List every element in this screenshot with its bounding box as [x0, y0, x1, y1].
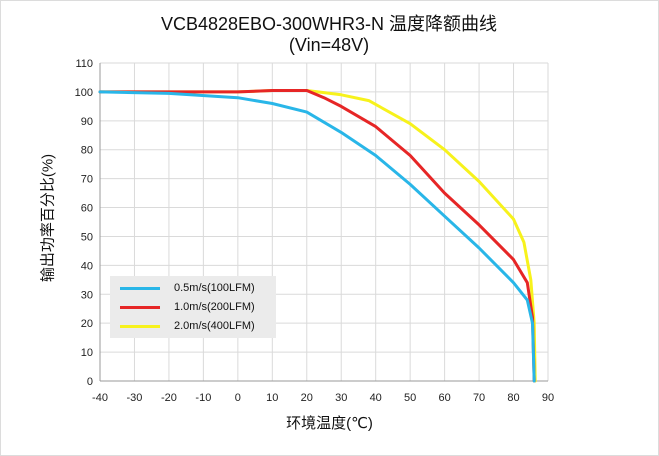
y-tick-label: 100	[75, 87, 93, 99]
legend: 0.5m/s(100LFM) 1.0m/s(200LFM) 2.0m/s(400…	[110, 276, 276, 338]
x-tick-label: 10	[266, 392, 278, 404]
chart-subtitle: (Vin=48V)	[288, 35, 370, 55]
x-tick-label: 20	[301, 392, 313, 404]
y-tick-label: 40	[81, 260, 93, 272]
legend-item-0: 0.5m/s(100LFM)	[120, 279, 274, 297]
legend-item-1: 1.0m/s(200LFM)	[120, 298, 274, 316]
y-tick-label: 80	[81, 145, 93, 157]
legend-swatch-1	[120, 305, 160, 309]
x-tick-label: 0	[235, 392, 241, 404]
x-tick-label: 40	[370, 392, 382, 404]
legend-item-2: 2.0m/s(400LFM)	[120, 317, 274, 335]
legend-label-1: 1.0m/s(200LFM)	[174, 301, 255, 313]
x-tick-label: -10	[195, 392, 211, 404]
x-axis-label: 环境温度(℃)	[286, 415, 373, 432]
x-tick-label: 30	[335, 392, 347, 404]
y-tick-label: 50	[81, 231, 93, 243]
x-tick-label: 70	[473, 392, 485, 404]
x-tick-label: 60	[438, 392, 450, 404]
y-tick-label: 30	[81, 289, 93, 301]
x-tick-label: -30	[127, 392, 143, 404]
chart-title: VCB4828EBO-300WHR3-N 温度降额曲线	[160, 14, 498, 34]
y-tick-label: 10	[81, 347, 93, 359]
legend-label-0: 0.5m/s(100LFM)	[174, 282, 255, 294]
legend-swatch-2	[120, 324, 160, 328]
y-tick-label: 20	[81, 318, 93, 330]
legend-swatch-0	[120, 286, 160, 290]
x-tick-label: -20	[161, 392, 177, 404]
series-line-1	[98, 89, 536, 383]
y-tick-label: 0	[87, 376, 93, 388]
x-tick-label: 80	[507, 392, 519, 404]
x-tick-label: 90	[542, 392, 554, 404]
x-tick-label: 50	[404, 392, 416, 404]
x-tick-label: -40	[92, 392, 108, 404]
y-axis-label: 输出功率百分比(%)	[39, 153, 57, 283]
series-line-0	[98, 90, 536, 383]
legend-label-2: 2.0m/s(400LFM)	[174, 320, 255, 332]
y-tick-label: 90	[81, 116, 93, 128]
y-tick-label: 110	[75, 58, 93, 70]
y-tick-label: 70	[81, 174, 93, 186]
y-tick-label: 60	[81, 203, 93, 215]
